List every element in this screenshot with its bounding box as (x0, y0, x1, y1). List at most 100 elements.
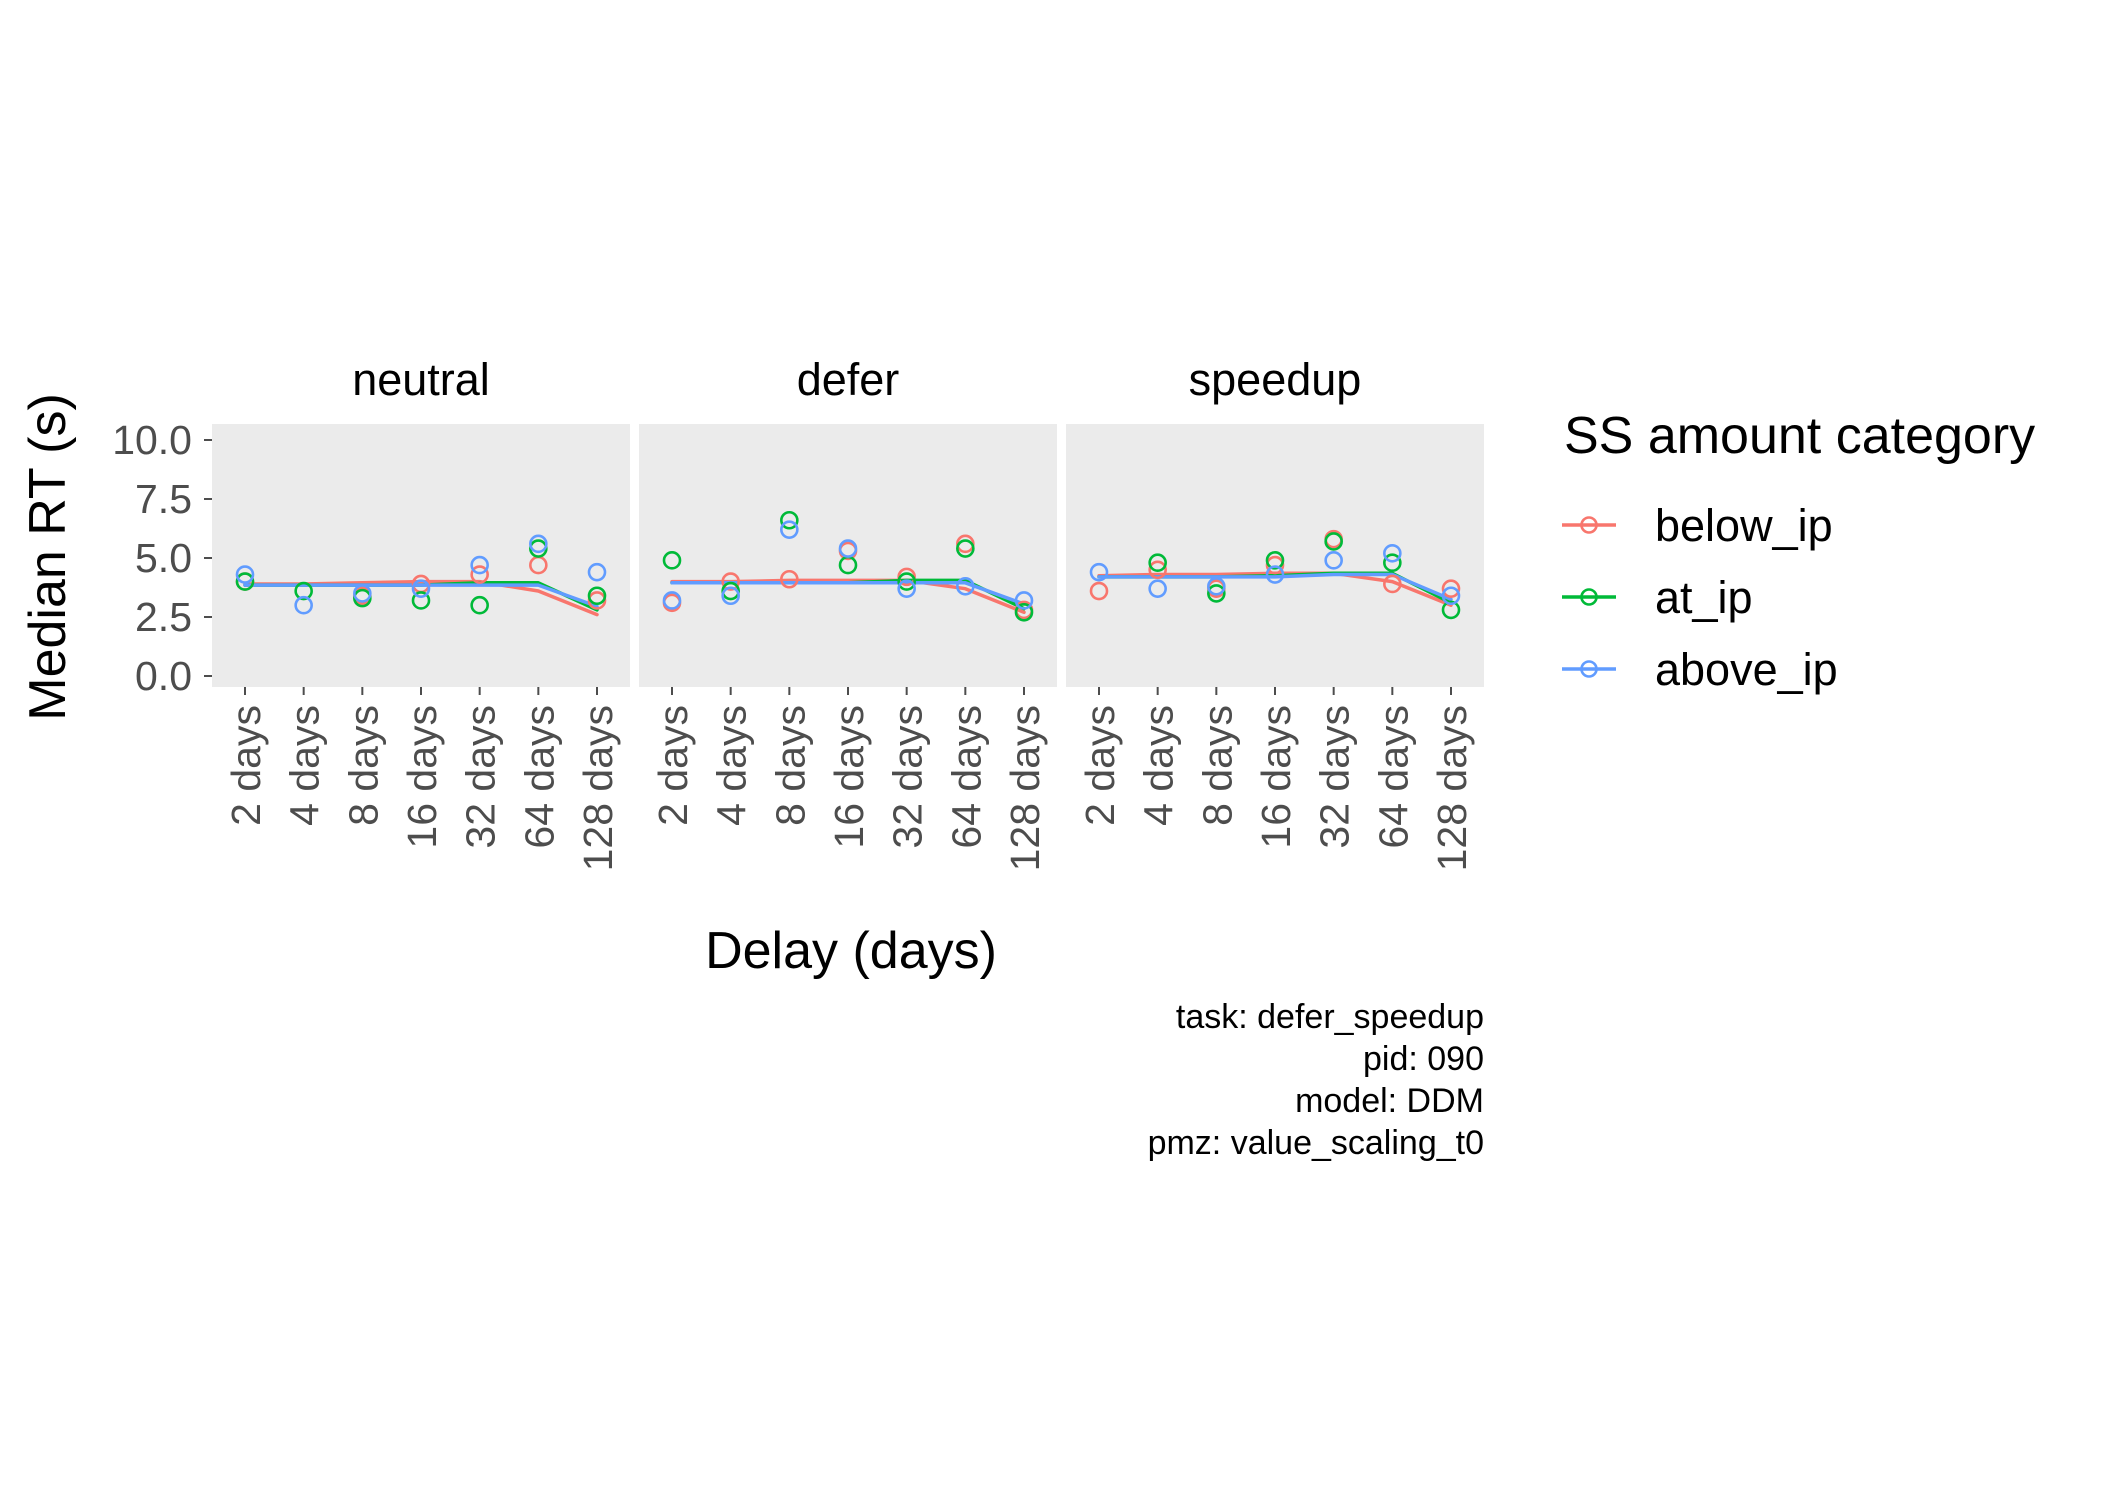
point-at_ip (662, 551, 682, 570)
point-above_ip (587, 562, 607, 582)
point-above_ip (1089, 562, 1109, 582)
legend-item-at_ip: at_ip (1562, 572, 1753, 623)
x-tick-label: 8 days (1194, 705, 1240, 826)
point-above_ip (294, 595, 313, 615)
point-below_ip (1148, 560, 1167, 580)
point-above_ip (838, 539, 858, 558)
point-below_ip (721, 572, 740, 591)
panels: neutral 2 days 4 days 8 days 16 days 32 days 6… (112, 354, 1484, 871)
point-at_ip (411, 591, 431, 610)
legend-item-above_ip: above_ip (1562, 644, 1838, 695)
y-tick-label: 7.5 (135, 476, 192, 522)
point-above_ip (1014, 591, 1034, 610)
point-above_ip (411, 579, 431, 598)
x-tick-label: 8 days (340, 705, 386, 826)
point-at_ip (1148, 553, 1167, 573)
point-at_ip (1441, 600, 1461, 620)
x-tick-label: 8 days (767, 705, 813, 826)
legend-key-point (1580, 660, 1598, 678)
panel-speedup: speedup 2 days 4 days 8 days 16 days 32 days 6… (1066, 354, 1484, 871)
point-at_ip (587, 586, 607, 606)
y-tick-label: 0.0 (135, 653, 192, 699)
point-above_ip (1148, 579, 1167, 598)
x-tick-label: 128 days (1429, 705, 1475, 871)
legend-title: SS amount category (1564, 407, 2035, 465)
point-above_ip (1265, 565, 1285, 584)
x-tick-label: 4 days (709, 705, 755, 826)
point-above_ip (662, 591, 682, 610)
x-tick-label: 2 days (1077, 705, 1123, 826)
panel-neutral: neutral 2 days 4 days 8 days 16 days 32 days 6… (212, 354, 630, 871)
x-tick-label: 2 days (223, 705, 269, 826)
point-at_ip (294, 581, 313, 601)
y-tick-label: 5.0 (135, 535, 192, 581)
panel-defer: defer 2 days 4 days 8 days 16 days 32 days 64 … (639, 354, 1057, 871)
point-at_ip (1265, 551, 1285, 570)
point-at_ip (1383, 553, 1402, 573)
x-tick-label: 64 days (943, 705, 989, 849)
point-below_ip (1441, 579, 1461, 598)
caption-line: task: defer_speedup (1176, 998, 1484, 1036)
x-tick-label: 16 days (826, 705, 872, 849)
x-tick-label: 16 days (399, 705, 445, 849)
panel-background (212, 424, 630, 687)
point-above_ip (1441, 586, 1461, 606)
x-tick-label: 4 days (1136, 705, 1182, 826)
point-above_ip (780, 520, 799, 539)
legend-key-point (1580, 516, 1598, 534)
panel-strip-label: speedup (1189, 354, 1362, 405)
point-above_ip (1383, 543, 1402, 563)
point-above_ip (235, 565, 255, 584)
y-tick-label: 10.0 (112, 417, 192, 463)
panel-background (1066, 424, 1484, 687)
y-axis-title: Median RT (s) (19, 393, 77, 721)
x-tick-label: 32 days (885, 705, 931, 849)
x-tick-label: 64 days (1370, 705, 1416, 849)
point-at_ip (780, 510, 799, 530)
point-at_ip (897, 572, 916, 591)
point-at_ip (470, 595, 489, 615)
point-above_ip (956, 577, 975, 596)
legend-item-below_ip: below_ip (1562, 500, 1833, 551)
point-above_ip (353, 584, 372, 603)
y-tick-label: 2.5 (135, 594, 192, 640)
point-at_ip (956, 539, 975, 558)
point-at_ip (1324, 532, 1343, 551)
point-below_ip (1089, 581, 1109, 601)
caption-line: model: DDM (1295, 1082, 1484, 1120)
point-at_ip (1014, 602, 1034, 622)
caption-line: pmz: value_scaling_t0 (1148, 1124, 1484, 1162)
point-above_ip (470, 555, 489, 575)
panel-strip-label: defer (797, 354, 900, 405)
legend-label: below_ip (1655, 500, 1833, 551)
legend-label: above_ip (1655, 644, 1838, 695)
y-axis: 0.0 2.5 5.0 7.5 10.0 (112, 417, 212, 699)
point-below_ip (470, 565, 489, 584)
x-tick-label: 128 days (1002, 705, 1048, 871)
x-tick-label: 128 days (575, 705, 621, 871)
x-tick-label: 2 days (650, 705, 696, 826)
x-tick-label: 4 days (282, 705, 328, 826)
x-tick-label: 32 days (1312, 705, 1358, 849)
x-axis-title: Delay (days) (705, 922, 997, 980)
point-above_ip (1207, 577, 1226, 596)
x-tick-label: 64 days (516, 705, 562, 849)
legend-label: at_ip (1655, 572, 1753, 623)
legend-key-point (1580, 588, 1598, 606)
point-at_ip (235, 572, 255, 591)
caption: task: defer_speedup pid: 090 model: DDM pmz… (1148, 998, 1484, 1162)
caption-line: pid: 090 (1363, 1040, 1484, 1078)
x-tick-label: 16 days (1253, 705, 1299, 849)
point-above_ip (897, 579, 916, 598)
point-above_ip (1324, 551, 1343, 570)
x-tick-label: 32 days (458, 705, 504, 849)
point-above_ip (721, 586, 740, 606)
point-below_ip (1383, 574, 1402, 594)
line-above_ip (243, 583, 599, 609)
point-at_ip (1207, 584, 1226, 603)
panel-strip-label: neutral (352, 354, 490, 405)
point-below_ip (780, 569, 799, 589)
legend: SS amount category below_ip at_ip above_ip (1562, 407, 2035, 695)
